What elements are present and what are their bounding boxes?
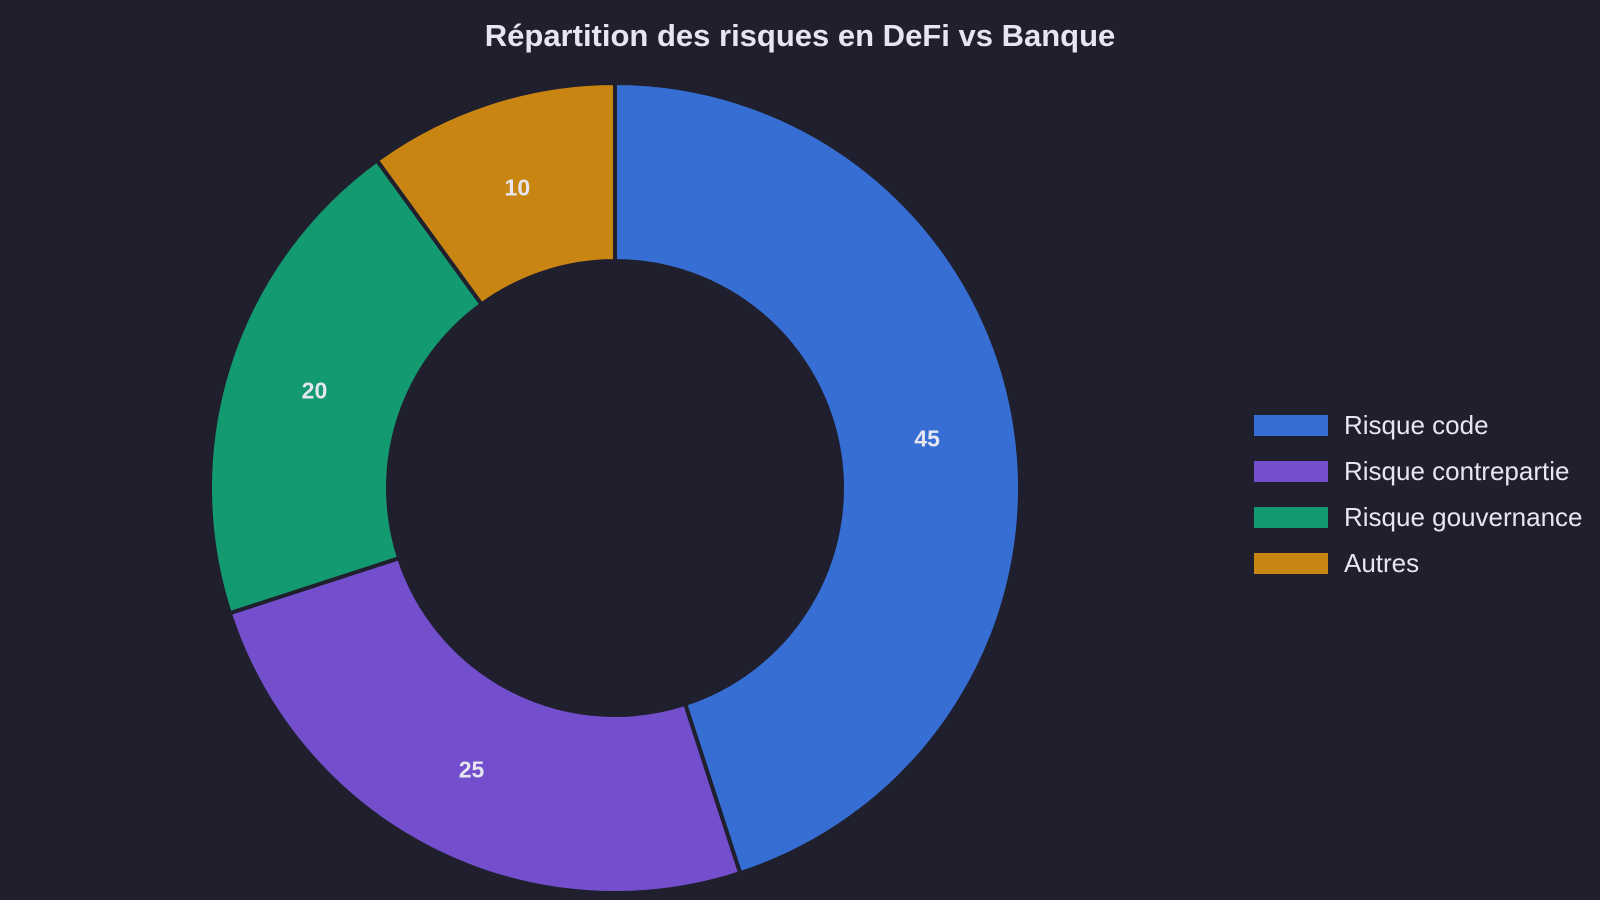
legend-label: Risque code xyxy=(1344,409,1489,440)
legend-item-autres: Autres xyxy=(1254,540,1583,586)
legend-swatch xyxy=(1254,414,1328,436)
legend-item-risque-gouvernance: Risque gouvernance xyxy=(1254,494,1583,540)
slice-value-label: 45 xyxy=(914,426,940,452)
legend-item-risque-code: Risque code xyxy=(1254,402,1583,448)
slice-value-label: 25 xyxy=(459,757,485,783)
slice-value-label: 20 xyxy=(302,377,328,403)
chart-title: Répartition des risques en DeFi vs Banqu… xyxy=(484,18,1116,53)
donut-slice-risque-code xyxy=(613,80,1022,876)
legend-label: Autres xyxy=(1344,547,1420,578)
donut-slice-risque-gouvernance xyxy=(208,157,485,616)
slice-value-label: 10 xyxy=(505,174,531,200)
legend-label: Risque contrepartie xyxy=(1344,455,1570,486)
donut-slice-autres xyxy=(374,80,617,308)
legend-label: Risque gouvernance xyxy=(1344,501,1583,532)
donut-slice-risque-contrepartie xyxy=(227,555,743,895)
legend-item-risque-contrepartie: Risque contrepartie xyxy=(1254,448,1583,494)
legend-swatch xyxy=(1254,552,1328,574)
legend-swatch xyxy=(1254,506,1328,528)
legend-swatch xyxy=(1254,460,1328,482)
chart-legend: Risque code Risque contrepartie Risque g… xyxy=(1254,402,1583,586)
